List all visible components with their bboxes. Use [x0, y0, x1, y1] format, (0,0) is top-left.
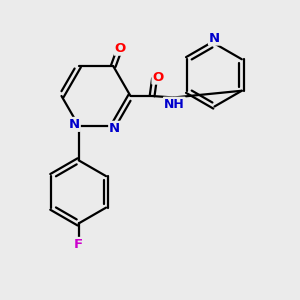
Text: F: F	[74, 238, 83, 251]
Text: N: N	[69, 118, 80, 131]
Text: O: O	[115, 42, 126, 55]
Text: N: N	[209, 32, 220, 45]
Text: O: O	[152, 70, 164, 84]
Text: NH: NH	[164, 98, 185, 111]
Text: N: N	[109, 122, 120, 135]
